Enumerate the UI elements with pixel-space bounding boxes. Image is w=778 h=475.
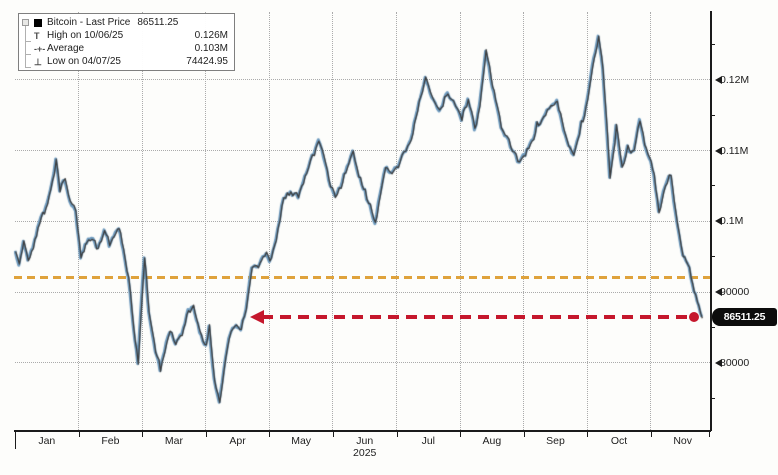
legend-tree-stub [25, 41, 31, 42]
legend-row-average: -+- Average 0.103M [34, 43, 228, 56]
legend-row-last-price: Bitcoin - Last Price 86511.25 [34, 17, 228, 30]
high-marker-icon: T [34, 31, 40, 42]
legend-tree-stub [25, 67, 31, 68]
legend-value: 0.103M [194, 42, 228, 54]
legend-row-low: ⊥ Low on 04/07/25 74424.95 [34, 55, 228, 68]
low-marker-icon: ⊥ [34, 56, 42, 67]
last-price-arrow-end-dot-icon [689, 311, 699, 322]
legend-box: Bitcoin - Last Price 86511.25 T High on … [18, 13, 235, 71]
legend-label: Low on 04/07/25 [47, 55, 121, 67]
legend-value: 0.126M [194, 30, 228, 42]
legend-toggle-icon[interactable] [22, 19, 29, 26]
legend-label: High on 10/06/25 [47, 30, 124, 42]
legend-tree-stub [25, 54, 31, 55]
last-price-badge: 86511.25 [712, 307, 777, 326]
series-square-icon [34, 19, 47, 28]
average-marker-icon: -+- [34, 43, 46, 54]
last-price-arrow-left-head-icon [250, 309, 264, 324]
last-price-arrow-shaft [262, 314, 692, 319]
legend-value: 86511.25 [137, 17, 179, 29]
legend-row-high: T High on 10/06/25 0.126M [34, 30, 228, 43]
legend-label: Average [47, 42, 85, 54]
legend-tree-line [25, 26, 26, 68]
legend-label: Bitcoin - Last Price [47, 17, 131, 29]
legend-value: 74424.95 [186, 55, 228, 67]
